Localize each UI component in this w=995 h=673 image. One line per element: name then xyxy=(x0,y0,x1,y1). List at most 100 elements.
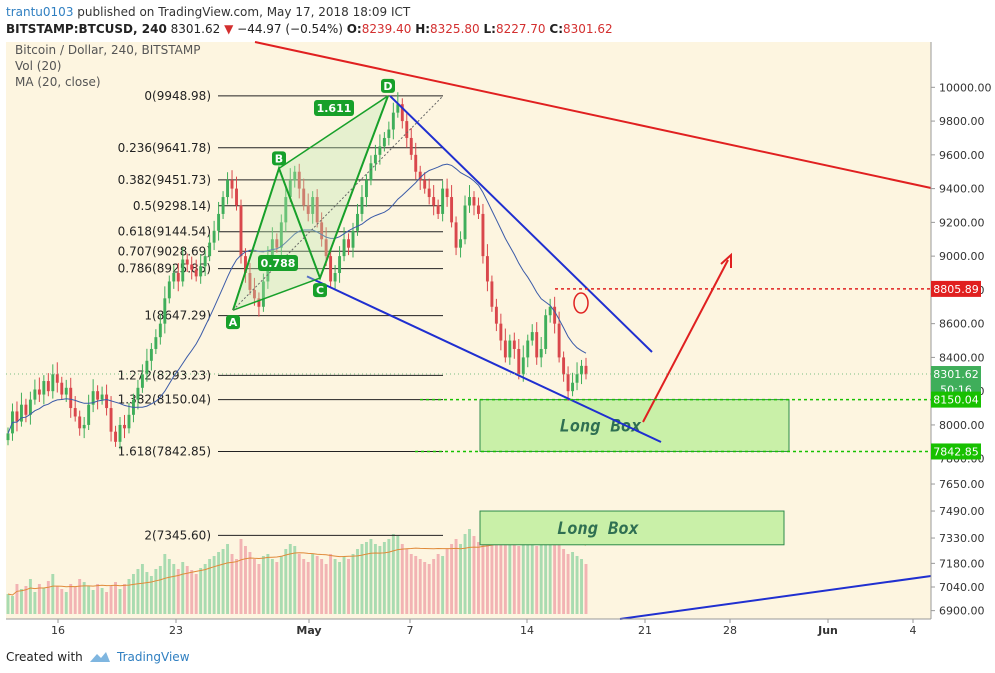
candle-body xyxy=(293,171,297,181)
long-box[interactable] xyxy=(479,510,785,546)
candle-body xyxy=(320,222,324,240)
volume-bar xyxy=(190,570,194,614)
volume-bar xyxy=(217,552,221,614)
candle-body xyxy=(562,357,566,375)
low-label: L: xyxy=(483,22,496,36)
volume-bar xyxy=(360,544,364,614)
volume-bar xyxy=(132,574,135,614)
candle-body xyxy=(432,197,436,206)
volume-bar xyxy=(436,554,440,614)
price-marker xyxy=(931,366,981,383)
fib-level-label: 1.618(7842.85) xyxy=(118,444,211,458)
candle-body xyxy=(521,357,525,375)
long-box[interactable] xyxy=(479,399,790,452)
x-tick-label: 16 xyxy=(51,624,65,637)
volume-bar xyxy=(199,568,203,614)
price-chart[interactable]: 0(9948.98) 0.236(9641.78) 0.382(9451.73) 0.… xyxy=(0,40,995,643)
candle-body xyxy=(333,273,337,282)
fib-level-label: 1(8647.29) xyxy=(144,309,211,323)
author-link[interactable]: trantu0103 xyxy=(6,5,74,19)
pattern-point-badge xyxy=(226,315,240,330)
fib-level-label: 2(7345.60) xyxy=(144,528,211,542)
chart-legend: Bitcoin / Dollar, 240, BITSTAMP Vol (20)… xyxy=(15,43,200,89)
candle-body xyxy=(459,239,462,248)
volume-bar xyxy=(252,559,256,614)
price-axis[interactable]: 10000.00 9800.00 9600.00 9400.00 9200.00 9000… xyxy=(930,42,992,619)
volume-bar xyxy=(96,584,100,614)
chart-header: trantu0103 published on TradingView.com,… xyxy=(0,0,995,40)
price-marker xyxy=(931,443,981,460)
x-tick-label: 28 xyxy=(723,624,737,637)
volume-bar xyxy=(33,592,37,614)
candle-body xyxy=(194,269,198,277)
candle-body xyxy=(405,121,409,138)
candle-body xyxy=(526,340,530,358)
y-tick-label: 9400.00 xyxy=(939,183,985,196)
time-axis[interactable]: 16 23 May 7 14 21 28 Jun 4 xyxy=(6,618,931,637)
candle-body xyxy=(203,256,207,267)
red-target-arrow[interactable] xyxy=(642,259,729,423)
candle-body xyxy=(248,273,252,290)
volume-bar xyxy=(248,552,252,614)
volume-bar xyxy=(109,586,113,614)
red-trendline[interactable] xyxy=(254,41,932,189)
volume-bar xyxy=(212,556,216,614)
candle-body xyxy=(123,424,126,429)
volume-bar xyxy=(288,544,292,614)
volume-bar xyxy=(266,554,270,614)
blue-lower-channel-line[interactable] xyxy=(306,275,662,443)
volume-bar xyxy=(373,544,377,614)
x-tick-label: May xyxy=(296,624,321,637)
volume-bar xyxy=(584,564,588,614)
blue-support-line[interactable] xyxy=(619,575,932,620)
pattern-point-label: C xyxy=(316,284,324,297)
pattern-point-badge xyxy=(381,78,395,93)
y-tick-label: 7490.00 xyxy=(939,505,985,518)
candle-body xyxy=(351,230,355,248)
footer: Created with TradingView xyxy=(0,645,995,673)
candle-body xyxy=(490,281,494,307)
y-tick-label: 7040.00 xyxy=(939,581,985,594)
volume-bar xyxy=(324,564,328,614)
candle-body xyxy=(140,374,144,388)
volume-bar xyxy=(539,544,543,614)
volume-bar xyxy=(503,539,507,614)
candle-body xyxy=(584,365,588,375)
volume-bar xyxy=(297,554,301,614)
volume-bar xyxy=(46,581,50,614)
volume-bar xyxy=(302,559,306,614)
volume-bar xyxy=(158,566,162,614)
blue-upper-channel-line[interactable] xyxy=(389,95,653,353)
fib-level-label: 1.272(8293.23) xyxy=(118,368,211,382)
candle-body xyxy=(145,360,149,375)
price-marker-label: 8301.62 xyxy=(933,368,979,381)
candle-body xyxy=(172,273,176,282)
volume-bar xyxy=(338,562,342,614)
volume-bar xyxy=(499,536,503,614)
volume-bar xyxy=(329,554,333,614)
volume-bar xyxy=(369,539,373,614)
long-box-label: Long Box xyxy=(557,519,640,539)
volume-bar xyxy=(575,556,579,614)
volume-bar xyxy=(571,552,575,614)
tradingview-link[interactable]: TradingView xyxy=(117,650,190,664)
candle-body xyxy=(105,394,109,409)
candle-body xyxy=(118,424,122,442)
fib-level-label: 0.618(9144.54) xyxy=(118,225,211,239)
candle-body xyxy=(235,188,238,206)
candle-body xyxy=(149,348,153,361)
volume-bar xyxy=(517,546,521,614)
volume-bar xyxy=(284,549,288,614)
volume-bar xyxy=(512,542,516,614)
volume-bar xyxy=(100,588,104,614)
fib-level-label: 0.236(9641.78) xyxy=(118,141,211,155)
candle-body xyxy=(87,404,91,425)
x-tick-label: 14 xyxy=(520,624,534,637)
candle-body xyxy=(324,239,328,257)
high-label: H: xyxy=(415,22,431,36)
volume-bar xyxy=(167,559,171,614)
candle-body xyxy=(257,298,261,307)
pattern-ratio-label: 0.788 xyxy=(261,257,296,270)
candle-body xyxy=(463,205,467,240)
pattern-ratio-label: 1.611 xyxy=(317,102,352,115)
